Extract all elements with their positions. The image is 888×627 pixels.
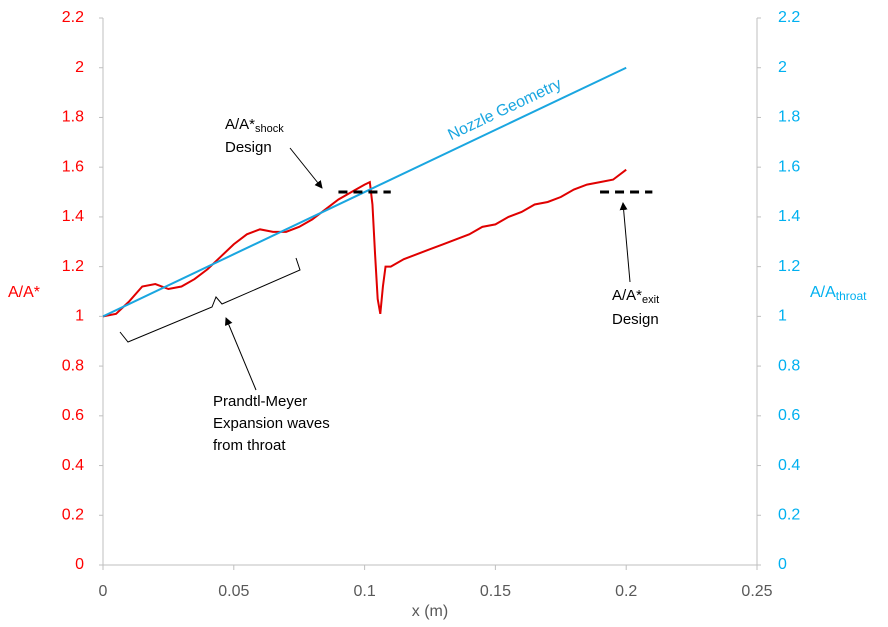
- y2-tick-label: 0.6: [778, 407, 800, 424]
- y2-tick-label: 1: [778, 308, 787, 325]
- x-tick-label: 0.25: [741, 583, 772, 600]
- y-tick-label: 0.8: [62, 357, 84, 374]
- y2-label-main: A/A: [810, 284, 836, 301]
- shock-sub: shock: [255, 123, 284, 135]
- brace: [119, 257, 301, 343]
- y2-tick-label: 0: [778, 556, 787, 573]
- y-tick-label: 1.2: [62, 258, 84, 275]
- y-tick-label: 2: [75, 59, 84, 76]
- shock-design: Design: [225, 139, 272, 156]
- y-tick-label: 0.4: [62, 457, 84, 474]
- x-tick-label: 0.15: [480, 583, 511, 600]
- waves-line: Prandtl-Meyer: [213, 393, 307, 410]
- y-tick-label: 1.8: [62, 109, 84, 126]
- exit-sub: exit: [642, 294, 659, 306]
- exit-arrow: [619, 202, 631, 283]
- shock-label: A/A*shock: [225, 116, 284, 135]
- y2-tick-label: 0.4: [778, 457, 800, 474]
- shock-arrow: [289, 147, 323, 189]
- y2-tick-label: 1.4: [778, 208, 800, 225]
- x-tick-label: 0.1: [353, 583, 375, 600]
- exit-design: Design: [612, 311, 659, 328]
- y-tick-label: 0: [75, 556, 84, 573]
- x-axis-label: x (m): [412, 603, 448, 620]
- y2-tick-label: 1.6: [778, 158, 800, 175]
- y-tick-label: 1.4: [62, 208, 84, 225]
- y-tick-label: 1.6: [62, 158, 84, 175]
- y2-tick-label: 2.2: [778, 9, 800, 26]
- x-tick-label: 0.05: [218, 583, 249, 600]
- shock-main: A/A*: [225, 116, 255, 133]
- exit-label: A/A*exit: [612, 287, 659, 306]
- y2-tick-label: 2: [778, 59, 787, 76]
- waves-arrow: [225, 317, 257, 391]
- y2-axis-label: A/Athroat: [810, 284, 867, 303]
- y2-tick-label: 1.2: [778, 258, 800, 275]
- waves-line: from throat: [213, 437, 286, 454]
- y-tick-label: 2.2: [62, 9, 84, 26]
- y-tick-label: 1: [75, 308, 84, 325]
- x-tick-label: 0: [99, 583, 108, 600]
- x-tick-label: 0.2: [615, 583, 637, 600]
- series-line: [102, 168, 627, 318]
- exit-main: A/A*: [612, 287, 642, 304]
- nozzle-label: Nozzle Geometry: [445, 76, 564, 144]
- waves-line: Expansion waves: [213, 415, 330, 432]
- y-axis-label: A/A*: [8, 284, 40, 301]
- y2-tick-label: 1.8: [778, 109, 800, 126]
- y2-tick-label: 0.2: [778, 506, 800, 523]
- y-tick-label: 0.2: [62, 506, 84, 523]
- y2-tick-label: 0.8: [778, 357, 800, 374]
- y-tick-label: 0.6: [62, 407, 84, 424]
- series-line: [102, 66, 627, 318]
- y2-label-sub: throat: [836, 289, 867, 303]
